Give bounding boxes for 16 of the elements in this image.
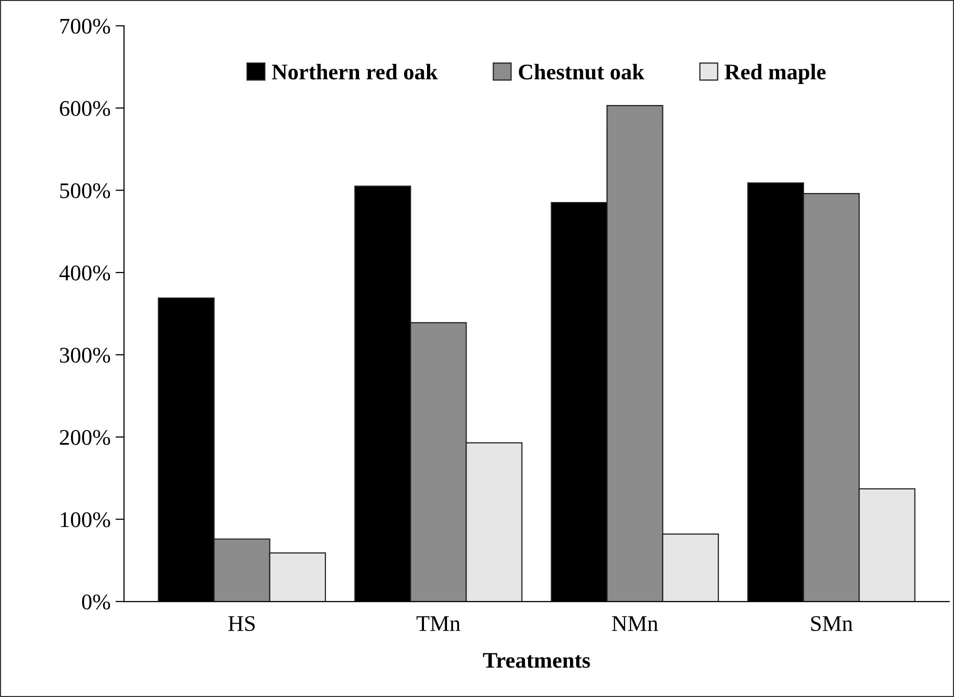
y-tick-label: 300% <box>60 348 110 363</box>
y-tick-label: 500% <box>60 183 110 198</box>
legend-label: Red maple <box>724 64 826 84</box>
y-tick-label: 400% <box>59 265 110 281</box>
y-tick-label: 100% <box>60 512 110 528</box>
legend-label: Chestnut oak <box>518 64 644 80</box>
x-tick-label: NMn <box>612 616 658 631</box>
x-tick-label: TMn <box>416 616 460 631</box>
x-axis-title: Treatments <box>483 653 590 668</box>
x-tick-label: HS <box>228 616 255 632</box>
legend-label: Northern red oak <box>272 64 438 80</box>
y-tick-label: 600% <box>60 100 110 116</box>
x-tick-label: SMn <box>811 616 853 632</box>
y-tick-label: 200% <box>60 430 110 446</box>
y-tick-label: 700% <box>60 18 110 34</box>
y-tick-label: 0% <box>82 594 110 610</box>
